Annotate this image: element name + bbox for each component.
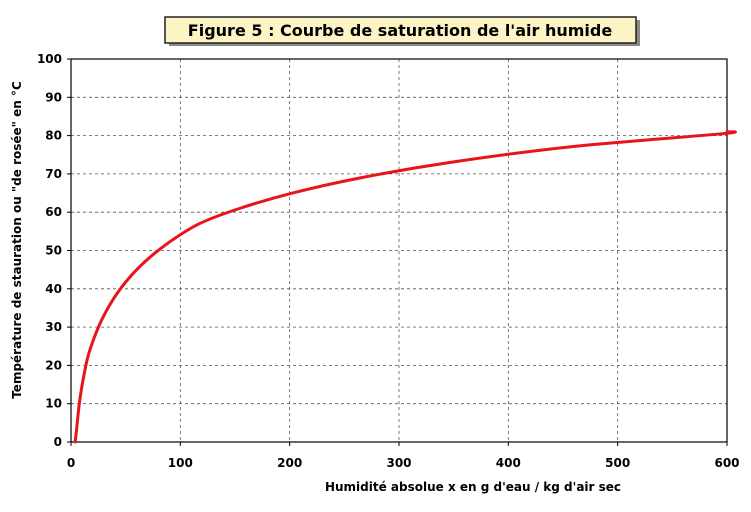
y-tick-label: 40: [45, 282, 62, 296]
y-tick-labels: 0 10 20 30 40 50 60 70 80 90 100: [37, 52, 62, 449]
x-tick-label: 300: [386, 456, 411, 470]
x-tick-label: 100: [168, 456, 193, 470]
grid: [71, 59, 727, 442]
x-tick-label: 0: [67, 456, 75, 470]
y-tick-label: 10: [45, 397, 62, 411]
y-tick-label: 70: [45, 167, 62, 181]
chart-title: Figure 5 : Courbe de saturation de l'air…: [188, 21, 613, 40]
y-tick-label: 0: [54, 435, 62, 449]
x-axis-label: Humidité absolue x en g d'eau / kg d'air…: [325, 480, 621, 494]
x-tick-label: 200: [277, 456, 302, 470]
chart-title-box: Figure 5 : Courbe de saturation de l'air…: [164, 16, 640, 46]
y-tick-label: 60: [45, 205, 62, 219]
y-tick-label: 80: [45, 129, 62, 143]
ticks: [67, 58, 728, 446]
y-tick-label: 50: [45, 244, 62, 258]
x-tick-labels: 0 100 200 300 400 500 600: [67, 456, 740, 470]
y-tick-label: 20: [45, 358, 62, 372]
y-tick-label: 30: [45, 320, 62, 334]
x-tick-label: 400: [496, 456, 521, 470]
series-line-saturation: [73, 130, 737, 444]
x-tick-label: 500: [605, 456, 630, 470]
y-tick-label: 90: [45, 90, 62, 104]
title-background: [164, 16, 637, 44]
y-tick-label: 100: [37, 52, 62, 66]
x-tick-label: 600: [714, 456, 739, 470]
y-axis-label: Température de stauration ou "de rosée" …: [10, 81, 24, 399]
